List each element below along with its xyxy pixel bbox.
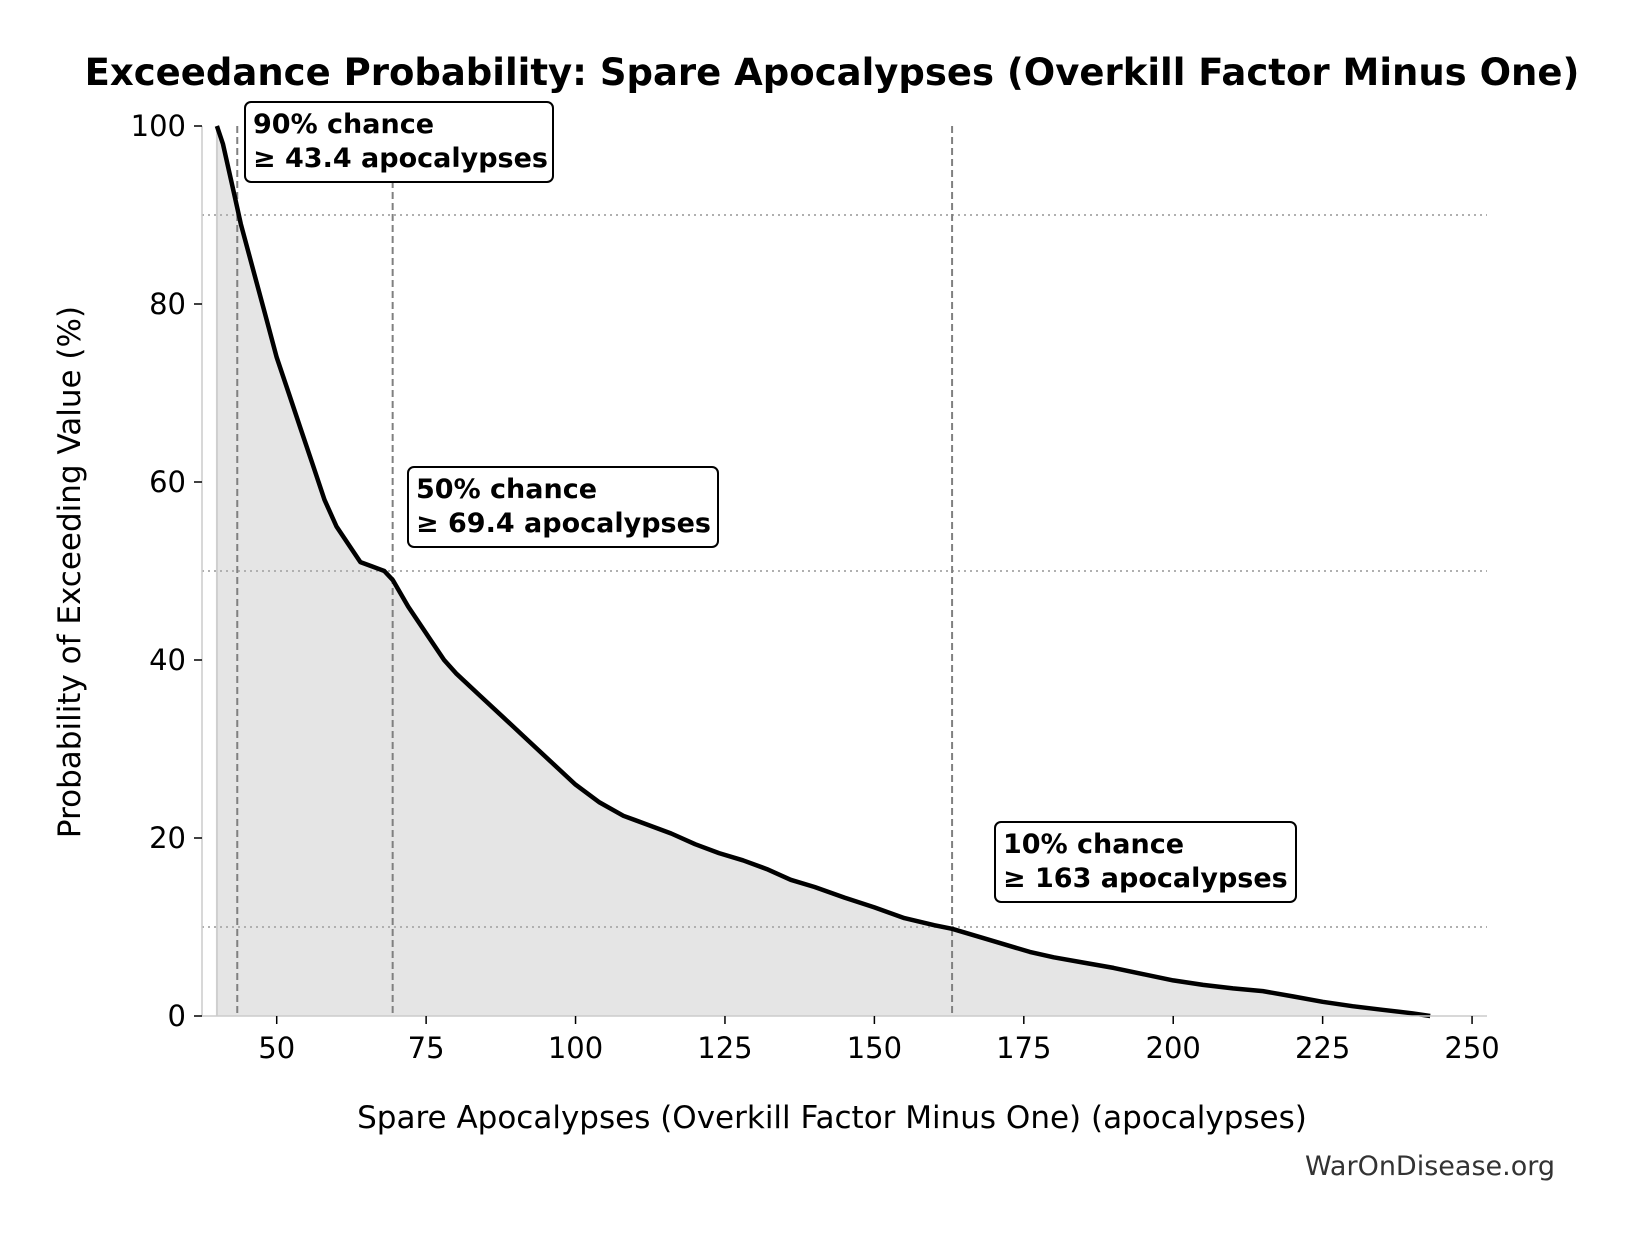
- y-tick-label: 20: [149, 821, 186, 855]
- y-tick-label: 0: [168, 999, 186, 1033]
- annotation-line1: 90% chance: [253, 109, 434, 140]
- x-tick-label: 200: [1146, 1031, 1201, 1065]
- annotation-box: 50% chance≥ 69.4 apocalypses: [407, 466, 719, 548]
- x-tick-label: 50: [258, 1031, 295, 1065]
- y-tick-label: 60: [149, 465, 186, 499]
- chart-title: Exceedance Probability: Spare Apocalypse…: [85, 51, 1580, 94]
- x-tick-label: 250: [1444, 1031, 1499, 1065]
- y-tick-label: 40: [149, 643, 186, 677]
- annotation-line1: 10% chance: [1003, 829, 1184, 860]
- y-axis-label: Probability of Exceeding Value (%): [52, 306, 88, 838]
- area-fill: [216, 126, 1431, 1016]
- annotation-line1: 50% chance: [416, 474, 597, 505]
- annotation-line2: ≥ 69.4 apocalypses: [416, 508, 711, 539]
- annotation-frame: [407, 466, 719, 548]
- annotation-line2: ≥ 43.4 apocalypses: [253, 143, 548, 174]
- plot-area: 50 75 100 125 150 175 200 225 250 0 20 40 60 80 100 90%…: [131, 101, 1500, 1065]
- annotation-frame: [994, 821, 1297, 903]
- annotation-line2: ≥ 163 apocalypses: [1003, 863, 1288, 894]
- x-tick-label: 75: [408, 1031, 445, 1065]
- series-line: [214, 125, 1431, 1019]
- x-tick-label: 150: [847, 1031, 902, 1065]
- y-tick-label: 80: [149, 287, 186, 321]
- watermark: WarOnDisease.org: [1305, 1151, 1555, 1182]
- annotation-box: 90% chance≥ 43.4 apocalypses: [244, 101, 554, 183]
- x-tick-label: 225: [1295, 1031, 1350, 1065]
- x-tick-label: 100: [548, 1031, 603, 1065]
- x-axis-label: Spare Apocalypses (Overkill Factor Minus…: [357, 1100, 1307, 1136]
- annotation-frame: [244, 101, 554, 183]
- x-tick-label: 175: [996, 1031, 1051, 1065]
- x-tick-label: 125: [697, 1031, 752, 1065]
- y-tick-label: 100: [131, 109, 186, 143]
- annotation-box: 10% chance≥ 163 apocalypses: [994, 821, 1297, 903]
